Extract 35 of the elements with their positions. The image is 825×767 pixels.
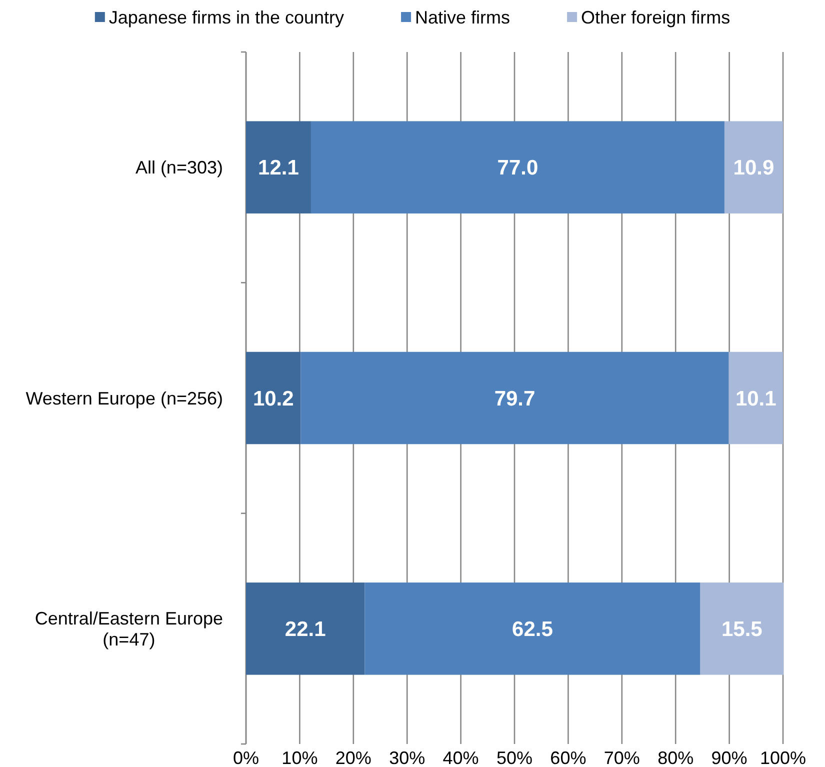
x-tick-label: 0% bbox=[232, 748, 260, 767]
x-tick-label: 10% bbox=[282, 748, 318, 767]
data-label: 79.7 bbox=[494, 387, 536, 410]
legend-label: Other foreign firms bbox=[581, 7, 730, 28]
bar bbox=[246, 121, 311, 214]
bar bbox=[700, 582, 784, 675]
x-tick-label: 60% bbox=[550, 748, 586, 767]
bar bbox=[310, 121, 724, 214]
bar bbox=[364, 582, 700, 675]
bar bbox=[724, 121, 783, 214]
data-label: 10.9 bbox=[733, 156, 774, 180]
legend-label: Japanese firms in the country bbox=[108, 7, 344, 28]
bar bbox=[300, 352, 729, 444]
bar bbox=[728, 352, 783, 444]
data-label: 22.1 bbox=[284, 618, 326, 642]
x-tick-label: 40% bbox=[442, 748, 479, 767]
x-tick-label: 70% bbox=[604, 748, 640, 767]
data-label: 77.0 bbox=[497, 156, 538, 180]
bar bbox=[246, 582, 365, 675]
y-tick-label: Western Europe (n=256) bbox=[26, 388, 223, 408]
data-label: 10.2 bbox=[252, 387, 294, 410]
x-tick-label: 90% bbox=[711, 748, 748, 767]
bar bbox=[246, 352, 301, 444]
x-tick-label: 50% bbox=[496, 748, 533, 767]
data-label: 62.5 bbox=[512, 618, 554, 642]
data-label: 10.1 bbox=[735, 387, 777, 410]
y-tick-label: All (n=303) bbox=[135, 158, 223, 178]
data-label: 12.1 bbox=[258, 156, 300, 180]
y-tick-label: Central/Eastern Europe (n=47) bbox=[34, 608, 223, 650]
legend-label: Native firms bbox=[415, 7, 510, 28]
x-tick-label: 100% bbox=[760, 748, 806, 767]
x-tick-label: 20% bbox=[335, 748, 372, 767]
x-tick-label: 30% bbox=[389, 748, 426, 767]
x-tick-label: 80% bbox=[658, 748, 694, 767]
data-label: 15.5 bbox=[721, 618, 763, 642]
